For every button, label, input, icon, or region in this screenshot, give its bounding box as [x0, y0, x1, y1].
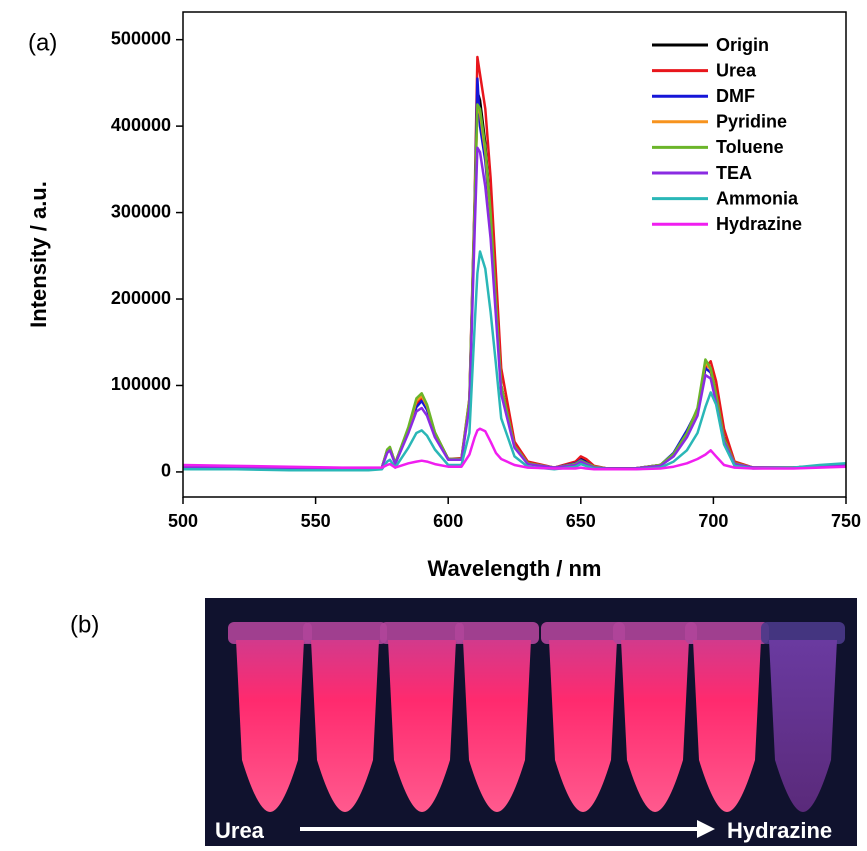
arrow-head — [697, 820, 715, 838]
tube-cap — [228, 622, 312, 644]
tube-cap — [761, 622, 845, 644]
legend-label: Hydrazine — [716, 214, 802, 234]
tube — [236, 640, 304, 812]
tube — [693, 640, 761, 812]
tube — [621, 640, 689, 812]
photo-label: Urea — [215, 818, 265, 843]
legend-label: Toluene — [716, 137, 784, 157]
x-tick-label: 650 — [566, 511, 596, 531]
y-tick-label: 200000 — [111, 288, 171, 308]
photo-label: Hydrazine — [727, 818, 832, 843]
tube-cap — [455, 622, 539, 644]
tube — [388, 640, 456, 812]
x-axis-label: Wavelength / nm — [428, 556, 602, 581]
tubes — [228, 622, 845, 812]
series-line — [183, 146, 847, 471]
tube-cap — [685, 622, 769, 644]
plot-frame — [182, 11, 847, 498]
y-tick-label: 400000 — [111, 115, 171, 135]
legend-label: DMF — [716, 86, 755, 106]
legend-label: TEA — [716, 163, 752, 183]
x-tick-label: 500 — [168, 511, 198, 531]
series-line — [182, 427, 847, 471]
x-tick-label: 550 — [301, 511, 331, 531]
legend-label: Ammonia — [716, 188, 799, 208]
tube-cap — [380, 622, 464, 644]
tube-cap — [541, 622, 625, 644]
tube-cap — [303, 622, 387, 644]
tube — [311, 640, 379, 812]
y-axis-label: Intensity / a.u. — [26, 181, 51, 328]
x-tick-label: 700 — [698, 511, 728, 531]
panel-label: (b) — [70, 611, 99, 638]
legend-label: Urea — [716, 60, 757, 80]
x-tick-label: 600 — [433, 511, 463, 531]
tube-cap — [613, 622, 697, 644]
legend-label: Origin — [716, 35, 769, 55]
y-tick-label: 100000 — [111, 374, 171, 394]
series-line — [183, 103, 847, 471]
y-tick-label: 500000 — [111, 28, 171, 48]
panel-label: (a) — [28, 29, 57, 56]
y-tick-label: 300000 — [111, 201, 171, 221]
photo: Urea Hydrazine — [205, 598, 857, 846]
y-tick-label: 0 — [161, 461, 171, 481]
legend-label: Pyridine — [716, 112, 787, 132]
tube — [549, 640, 617, 812]
x-tick-label: 750 — [831, 511, 861, 531]
series-line — [183, 250, 847, 472]
tube — [769, 640, 837, 812]
tube — [463, 640, 531, 812]
